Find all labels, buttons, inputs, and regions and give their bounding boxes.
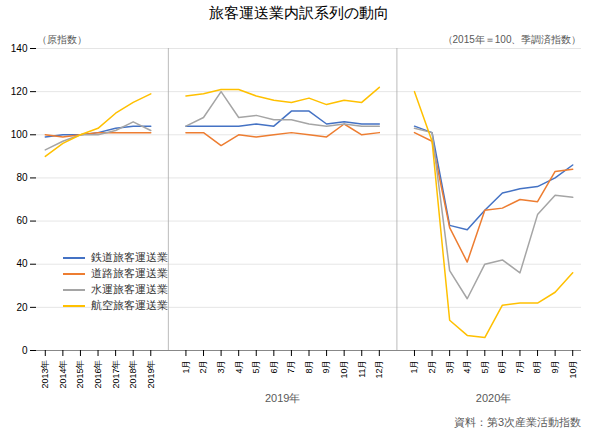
svg-text:6月: 6月 (269, 360, 279, 374)
svg-text:5月: 5月 (251, 360, 261, 374)
svg-text:20: 20 (16, 302, 28, 313)
svg-text:2019年: 2019年 (265, 392, 300, 404)
svg-text:40: 40 (16, 258, 28, 269)
svg-text:7月: 7月 (286, 360, 296, 374)
svg-text:9月: 9月 (550, 360, 560, 374)
svg-text:2016年: 2016年 (93, 360, 103, 389)
svg-text:4月: 4月 (462, 360, 472, 374)
svg-text:7月: 7月 (515, 360, 525, 374)
html-text:水運旅客運送業: 水運旅客運送業 (91, 283, 169, 296)
svg-text:5月: 5月 (480, 360, 490, 374)
svg-text:2013年: 2013年 (40, 360, 50, 389)
html-text:航空旅客運送業: 航空旅客運送業 (91, 299, 169, 312)
svg-text:（2015年＝100、季調済指数）: （2015年＝100、季調済指数） (443, 34, 582, 45)
svg-text:2月: 2月 (427, 360, 437, 374)
svg-text:4月: 4月 (234, 360, 244, 374)
svg-text:12月: 12月 (374, 360, 384, 379)
svg-text:140: 140 (11, 43, 28, 54)
svg-text:2019年: 2019年 (146, 360, 156, 389)
svg-text:1月: 1月 (181, 360, 191, 374)
html-text:道路旅客運送業: 道路旅客運送業 (91, 267, 169, 280)
html-text:資料：第3次産業活動指数: 資料：第3次産業活動指数 (453, 416, 581, 428)
svg-text:9月: 9月 (321, 360, 331, 374)
svg-text:8月: 8月 (304, 360, 314, 374)
svg-text:3月: 3月 (445, 360, 455, 374)
svg-text:80: 80 (16, 172, 28, 183)
svg-text:10月: 10月 (339, 360, 349, 379)
svg-text:11月: 11月 (357, 360, 367, 378)
svg-text:2018年: 2018年 (128, 360, 138, 389)
svg-text:2月: 2月 (198, 360, 208, 374)
html-text:鉄道旅客運送業: 鉄道旅客運送業 (91, 251, 169, 264)
svg-text:8月: 8月 (532, 360, 542, 374)
svg-text:（原指数）: （原指数） (37, 34, 87, 45)
svg-text:60: 60 (16, 215, 28, 226)
svg-text:2015年: 2015年 (75, 360, 85, 389)
svg-text:120: 120 (11, 86, 28, 97)
svg-text:2017年: 2017年 (110, 360, 120, 389)
html-text:旅客運送業内訳系列の動向: 旅客運送業内訳系列の動向 (208, 4, 389, 21)
svg-text:10月: 10月 (568, 360, 578, 379)
svg-text:6月: 6月 (497, 360, 507, 374)
svg-text:1月: 1月 (409, 360, 419, 374)
svg-text:2020年: 2020年 (476, 392, 511, 404)
svg-text:2014年: 2014年 (58, 360, 68, 389)
svg-text:100: 100 (11, 129, 28, 140)
svg-text:3月: 3月 (216, 360, 226, 374)
svg-text:0: 0 (22, 345, 28, 356)
